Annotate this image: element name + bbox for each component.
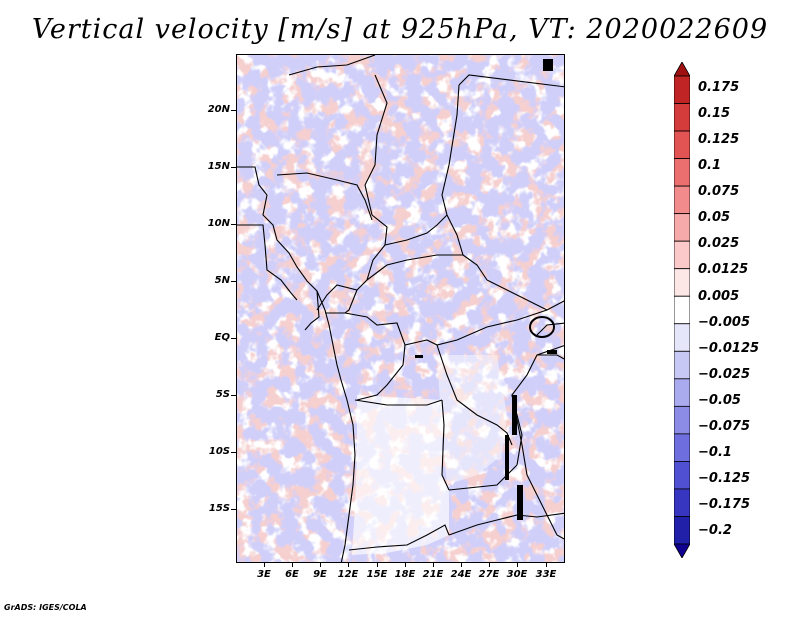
- lon-label: 12E: [337, 569, 359, 580]
- lat-tick: [231, 167, 236, 168]
- country-borders: [237, 55, 564, 562]
- colorbar-label: 0.1: [698, 158, 722, 173]
- lat-label: EQ: [214, 332, 230, 343]
- lat-tick: [231, 338, 236, 339]
- lon-tick: [264, 563, 265, 567]
- colorbar-swatch: [674, 543, 690, 558]
- colorbar-swatch: [674, 323, 690, 352]
- colorbar-label: −0.175: [698, 497, 751, 512]
- lon-tick: [320, 563, 321, 567]
- colorbar-swatch: [674, 185, 690, 215]
- colorbar-label: 0.0125: [698, 262, 749, 277]
- colorbar-swatch: [674, 158, 690, 187]
- colorbar-label: 0.125: [698, 132, 740, 147]
- credit-footer: GrADS: IGES/COLA: [4, 603, 87, 612]
- map-plot-area: [236, 54, 565, 563]
- colorbar-label: 0.15: [698, 106, 731, 121]
- colorbar-swatch: [674, 516, 690, 545]
- lat-label: 15N: [207, 161, 230, 172]
- colorbar-swatch: [674, 240, 690, 270]
- colorbar-label: −0.025: [698, 367, 751, 382]
- colorbar-label: 0.025: [698, 236, 740, 251]
- colorbar-swatch: [674, 62, 690, 77]
- colorbar-label: 0.05: [698, 210, 731, 225]
- lon-tick: [433, 563, 434, 567]
- lat-label: 5N: [214, 275, 230, 286]
- colorbar-swatch: [674, 405, 690, 435]
- lon-label: 24E: [450, 569, 472, 580]
- lon-label: 21E: [422, 569, 444, 580]
- lon-tick: [489, 563, 490, 567]
- lon-label: 18E: [394, 569, 416, 580]
- lat-tick: [231, 110, 236, 111]
- colorbar-label: −0.075: [698, 419, 751, 434]
- colorbar-swatch: [674, 433, 690, 462]
- colorbar: [674, 62, 690, 558]
- colorbar-swatch: [674, 295, 690, 325]
- colorbar-label: −0.05: [698, 393, 741, 408]
- colorbar-swatch: [674, 213, 690, 242]
- colorbar-swatch: [674, 268, 690, 297]
- colorbar-label: −0.2: [698, 523, 732, 538]
- colorbar-label: −0.005: [698, 315, 751, 330]
- map-title: Vertical velocity [m/s] at 925hPa, VT: 2…: [31, 14, 769, 45]
- lon-label: 6E: [285, 569, 299, 580]
- lon-label: 27E: [478, 569, 500, 580]
- colorbar-swatch: [674, 461, 690, 490]
- colorbar-swatch: [674, 350, 690, 380]
- lat-tick: [231, 281, 236, 282]
- lon-tick: [348, 563, 349, 567]
- colorbar-label: −0.0125: [698, 341, 760, 356]
- lon-label: 30E: [506, 569, 528, 580]
- lon-tick: [517, 563, 518, 567]
- colorbar-label: −0.125: [698, 471, 751, 486]
- colorbar-swatch: [674, 103, 690, 132]
- lon-tick: [377, 563, 378, 567]
- colorbar-label: 0.175: [698, 80, 740, 95]
- lon-label: 15E: [366, 569, 388, 580]
- lon-label: 3E: [257, 569, 271, 580]
- lat-tick: [231, 509, 236, 510]
- lon-tick: [292, 563, 293, 567]
- lakes: [415, 59, 557, 520]
- lat-tick: [231, 224, 236, 225]
- lat-tick: [231, 395, 236, 396]
- colorbar-swatch: [674, 378, 690, 407]
- colorbar-label: 0.005: [698, 289, 740, 304]
- colorbar-label: −0.1: [698, 445, 732, 460]
- colorbar-swatch: [674, 75, 690, 104]
- lon-tick: [546, 563, 547, 567]
- lat-tick: [231, 452, 236, 453]
- lat-label: 10S: [208, 446, 230, 457]
- lat-label: 10N: [207, 218, 230, 229]
- lat-label: 20N: [207, 104, 230, 115]
- velocity-field: [237, 55, 564, 562]
- colorbar-swatch: [674, 488, 690, 517]
- lon-label: 9E: [313, 569, 327, 580]
- lat-label: 5S: [215, 389, 230, 400]
- lat-label: 15S: [208, 503, 230, 514]
- lon-tick: [405, 563, 406, 567]
- colorbar-label: 0.075: [698, 184, 740, 199]
- lon-tick: [461, 563, 462, 567]
- lon-label: 33E: [535, 569, 557, 580]
- colorbar-swatch: [674, 130, 690, 159]
